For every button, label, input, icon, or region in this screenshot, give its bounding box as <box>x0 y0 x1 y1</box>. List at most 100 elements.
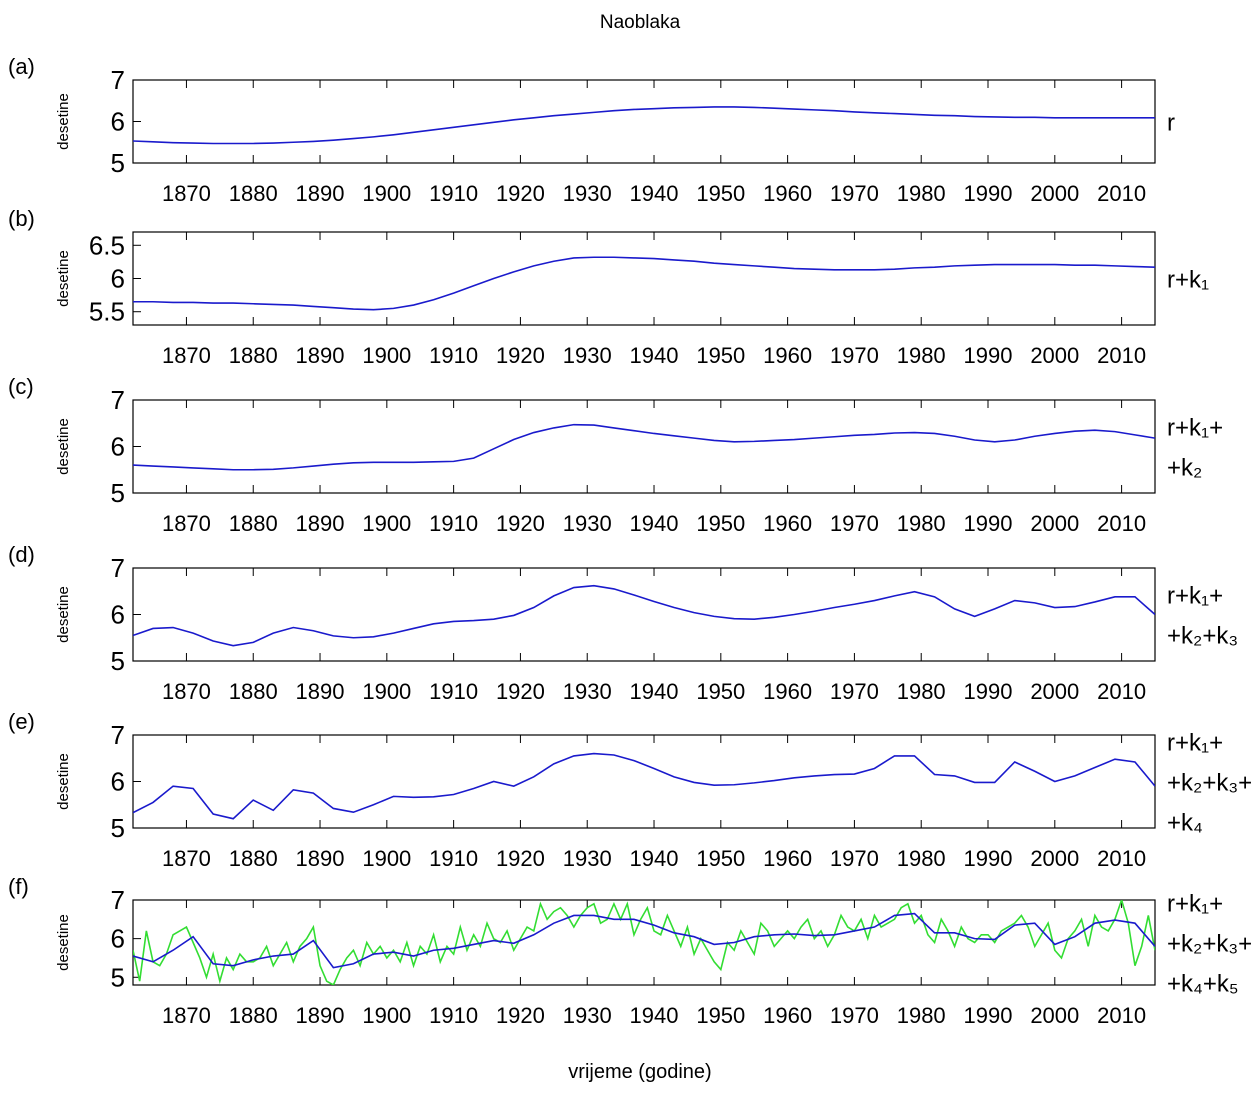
x-tick-label: 1990 <box>964 343 1013 368</box>
x-tick-label: 1890 <box>296 1003 345 1028</box>
plot-frame <box>132 567 1156 662</box>
x-tick-label: 1900 <box>362 846 411 871</box>
x-tick-label: 1900 <box>362 1003 411 1028</box>
x-tick-label: 1890 <box>296 846 345 871</box>
series-annotation: +k₂+k₃ <box>1167 623 1238 650</box>
panel-label: (a) <box>8 54 35 79</box>
x-tick-label: 1940 <box>630 343 679 368</box>
x-tick-label: 1980 <box>897 679 946 704</box>
x-tick-label: 1990 <box>964 181 1013 206</box>
y-axis-label: desetine <box>55 250 72 307</box>
x-tick-label: 1930 <box>563 846 612 871</box>
y-tick-label: 5 <box>111 646 125 676</box>
x-tick-label: 1920 <box>496 181 545 206</box>
data-line <box>133 752 1155 820</box>
plot-frame <box>132 231 1156 326</box>
y-tick-label: 7 <box>111 553 125 583</box>
x-tick-label: 1870 <box>162 181 211 206</box>
x-tick-label: 1940 <box>630 511 679 536</box>
x-tick-label: 2010 <box>1097 343 1146 368</box>
x-tick-label: 1900 <box>362 343 411 368</box>
y-axis-label: desetine <box>55 753 72 810</box>
x-tick-label: 1870 <box>162 1003 211 1028</box>
y-tick-label: 6 <box>111 264 125 294</box>
x-tick-label: 1910 <box>429 679 478 704</box>
x-tick-label: 1960 <box>763 1003 812 1028</box>
series-annotation: +k₂ <box>1167 455 1202 482</box>
series-annotation: r <box>1167 110 1175 137</box>
x-tick-label: 1960 <box>763 846 812 871</box>
y-tick-label: 6 <box>111 924 125 954</box>
x-tick-label: 1960 <box>763 511 812 536</box>
x-tick-label: 1940 <box>630 1003 679 1028</box>
y-tick-label: 7 <box>111 720 125 750</box>
x-tick-label: 1930 <box>563 1003 612 1028</box>
x-tick-label: 1990 <box>964 679 1013 704</box>
x-tick-label: 1870 <box>162 343 211 368</box>
x-tick-label: 1950 <box>696 511 745 536</box>
x-tick-label: 2000 <box>1030 181 1079 206</box>
y-tick-label: 5 <box>111 962 125 992</box>
x-tick-label: 1930 <box>563 181 612 206</box>
x-tick-label: 1980 <box>897 846 946 871</box>
x-tick-label: 1960 <box>763 343 812 368</box>
y-tick-label: 6 <box>111 767 125 797</box>
x-tick-label: 1940 <box>630 846 679 871</box>
x-tick-label: 2000 <box>1030 846 1079 871</box>
x-tick-label: 1980 <box>897 181 946 206</box>
x-tick-label: 1900 <box>362 181 411 206</box>
y-tick-label: 6 <box>111 600 125 630</box>
series-annotation: r+k₁ <box>1167 267 1209 294</box>
data-line <box>133 900 1155 985</box>
x-tick-label: 1910 <box>429 181 478 206</box>
y-tick-label: 7 <box>111 385 125 415</box>
x-tick-label: 2000 <box>1030 343 1079 368</box>
x-tick-label: 1890 <box>296 181 345 206</box>
x-tick-label: 1970 <box>830 1003 879 1028</box>
x-tick-label: 2000 <box>1030 1003 1079 1028</box>
y-tick-label: 6.5 <box>89 230 125 260</box>
y-tick-label: 5 <box>111 148 125 178</box>
x-tick-label: 1900 <box>362 679 411 704</box>
x-tick-label: 1880 <box>229 1003 278 1028</box>
figure-title: Naoblaka <box>600 12 681 33</box>
x-tick-label: 1870 <box>162 679 211 704</box>
x-tick-label: 1980 <box>897 511 946 536</box>
plot-frame <box>132 399 1156 494</box>
x-tick-label: 1880 <box>229 679 278 704</box>
x-tick-label: 1910 <box>429 511 478 536</box>
x-tick-label: 2010 <box>1097 846 1146 871</box>
x-tick-label: 1870 <box>162 511 211 536</box>
x-tick-label: 1960 <box>763 679 812 704</box>
x-tick-label: 1970 <box>830 511 879 536</box>
panel-label: (c) <box>8 374 34 399</box>
data-line <box>133 106 1155 145</box>
data-line <box>133 256 1155 311</box>
y-axis-label: desetine <box>55 914 72 971</box>
y-tick-label: 5.5 <box>89 297 125 327</box>
panel-label: (d) <box>8 542 35 567</box>
x-tick-label: 1970 <box>830 343 879 368</box>
y-tick-label: 7 <box>111 885 125 915</box>
x-tick-label: 2000 <box>1030 679 1079 704</box>
y-tick-label: 6 <box>111 432 125 462</box>
series-annotation: r+k₁+ <box>1167 891 1223 918</box>
y-tick-label: 7 <box>111 65 125 95</box>
x-tick-label: 1880 <box>229 846 278 871</box>
x-tick-label: 1880 <box>229 181 278 206</box>
x-tick-label: 1990 <box>964 846 1013 871</box>
x-tick-label: 1910 <box>429 1003 478 1028</box>
plot-frame <box>132 734 1156 829</box>
x-tick-label: 1950 <box>696 679 745 704</box>
x-tick-label: 1940 <box>630 679 679 704</box>
series-annotation: r+k₁+ <box>1167 730 1223 757</box>
series-annotation: +k₄+k₅ <box>1167 971 1239 998</box>
x-tick-label: 1920 <box>496 1003 545 1028</box>
series-annotation: +k₂+k₃+ <box>1167 770 1252 797</box>
x-tick-label: 1920 <box>496 511 545 536</box>
x-tick-label: 1910 <box>429 343 478 368</box>
y-tick-label: 5 <box>111 813 125 843</box>
x-tick-label: 1930 <box>563 679 612 704</box>
panel-label: (f) <box>8 874 29 899</box>
